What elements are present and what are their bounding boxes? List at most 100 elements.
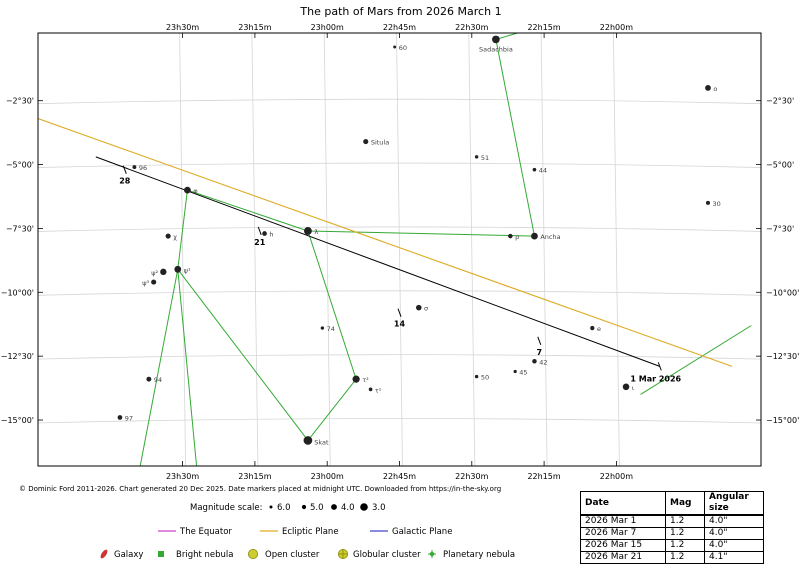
star-label: 51 — [481, 154, 489, 162]
star-dot — [513, 369, 517, 374]
star-dot — [705, 200, 711, 205]
dec-tick-label: −12°30' — [1, 352, 34, 361]
star-dot — [151, 279, 157, 285]
galaxy-label: Galaxy — [114, 550, 143, 560]
header-date: Date — [580, 491, 666, 516]
dec-tick-label: −7°30' — [6, 224, 34, 233]
star-label: τ¹ — [375, 386, 382, 394]
nebula-label: Bright nebula — [176, 550, 233, 560]
ra-tick-label: 22h30m — [455, 472, 488, 481]
ra-axis-bottom: 23h30m 23h15m 23h00m 22h45m 22h30m 22h15m 22h0… — [166, 461, 633, 481]
date-marker-label: 21 — [254, 238, 266, 247]
line-legend: The Equator Ecliptic Plane Galactic Plan… — [158, 527, 452, 537]
star-label: Skat — [314, 438, 329, 446]
star-dot — [352, 375, 360, 383]
date-tick — [397, 308, 402, 317]
star-dot — [174, 265, 182, 273]
ra-grid-line — [613, 33, 620, 466]
star-dot — [622, 383, 630, 391]
magnitude-5-label: 5.0 — [310, 503, 324, 513]
ra-tick-label: 23h00m — [311, 23, 344, 32]
star-label: Situla — [371, 139, 389, 147]
ecliptic-line — [38, 118, 733, 367]
constellation-segment — [495, 33, 520, 40]
star-label: e — [597, 325, 601, 333]
star-label: σ — [424, 305, 428, 313]
open-cluster-icon — [247, 549, 258, 560]
date-tick — [537, 336, 542, 346]
plot-area: 1 Mar 2026 7 14 21 28 Sadachbia 60 ο Situla 51 44… — [38, 33, 761, 466]
coordinate-grid — [38, 33, 761, 466]
path-markers: 1 Mar 2026 7 14 21 28 — [119, 165, 682, 383]
galactic-label: Galactic Plane — [392, 527, 452, 537]
star-label: 50 — [481, 374, 489, 382]
star-dot — [705, 85, 711, 91]
table-row: 2026 Mar 1 1.2 4.0" — [580, 514, 764, 528]
table-cell: 4.1" — [704, 551, 764, 564]
dec-grid-line — [38, 98, 761, 105]
table-cell: 2026 Mar 1 — [580, 514, 666, 528]
galaxy-icon — [100, 549, 108, 559]
constellation-lines — [139, 33, 752, 466]
table-cell: 2026 Mar 21 — [580, 551, 666, 564]
ra-tick-label: 22h45m — [383, 472, 416, 481]
ecliptic-label: Ecliptic Plane — [282, 527, 339, 537]
table-header-row: Date Mag Angular size — [580, 491, 764, 516]
star-label: τ² — [362, 376, 369, 384]
mars-path-line — [95, 156, 660, 367]
star-label: 74 — [327, 325, 335, 333]
dec-tick-label: −7°30' — [766, 224, 794, 233]
magnitude-scale-label: Magnitude scale: — [190, 503, 263, 513]
table-cell: 2026 Mar 15 — [580, 539, 666, 552]
date-tick — [122, 165, 127, 174]
ephemeris-table: Date Mag Angular size 2026 Mar 1 1.2 4.0… — [580, 491, 764, 564]
constellation-segment — [177, 269, 198, 466]
star-label: χ — [173, 233, 177, 241]
star-dot — [492, 35, 500, 44]
star-dot — [262, 231, 267, 236]
star-dot — [320, 326, 325, 330]
star-dot — [531, 232, 538, 240]
constellation-segment — [495, 39, 535, 237]
magnitude-5-dot — [301, 504, 307, 510]
stars: Sadachbia 60 ο Situla 51 44 96 30 φ χ h λ ρ Ancha ψ² ψ¹… — [117, 35, 721, 446]
dec-tick-label: −15°00' — [766, 416, 799, 425]
dec-tick-label: −10°00' — [766, 288, 799, 297]
open-cluster-label: Open cluster — [265, 550, 320, 560]
magnitude-3-dot — [360, 503, 368, 511]
ra-axis-top: 23h30m 23h15m 23h00m 22h45m 22h30m 22h15m 22h0… — [166, 23, 633, 38]
star-dot — [368, 387, 373, 392]
ra-grid-line — [540, 33, 548, 466]
table-cell: 1.2 — [665, 514, 705, 528]
star-label: ψ³ — [142, 279, 149, 287]
constellation-segment — [139, 269, 179, 466]
table-row: 2026 Mar 15 1.2 4.0" — [580, 539, 764, 552]
dec-grid-line — [38, 290, 761, 296]
table-row: 2026 Mar 7 1.2 4.0" — [580, 527, 764, 540]
ra-grid-line — [251, 33, 259, 466]
ra-tick-label: 22h45m — [383, 23, 416, 32]
date-marker-label: 1 Mar 2026 — [630, 374, 681, 383]
magnitude-4-label: 4.0 — [341, 503, 355, 513]
star-label: 45 — [519, 368, 527, 376]
star-label: λ — [314, 228, 318, 236]
date-tick — [657, 362, 662, 371]
star-label: 96 — [139, 164, 147, 172]
date-marker-label: 14 — [394, 320, 406, 329]
star-label: 30 — [713, 200, 721, 208]
star-dot — [132, 165, 137, 170]
date-marker-label: 7 — [536, 348, 542, 357]
star-dot — [416, 304, 422, 311]
table-cell: 4.0" — [704, 539, 764, 552]
constellation-segment — [640, 325, 752, 395]
dec-tick-label: −10°00' — [1, 288, 34, 297]
ra-tick-label: 22h15m — [527, 472, 560, 481]
star-label: Ancha — [540, 233, 560, 241]
star-dot — [474, 374, 479, 379]
star-label: φ — [193, 187, 197, 195]
plot-frame — [37, 32, 762, 467]
dec-grid-line — [38, 162, 761, 168]
star-dot — [165, 233, 171, 239]
star-dot — [363, 139, 369, 145]
ra-tick-label: 22h15m — [527, 23, 560, 32]
